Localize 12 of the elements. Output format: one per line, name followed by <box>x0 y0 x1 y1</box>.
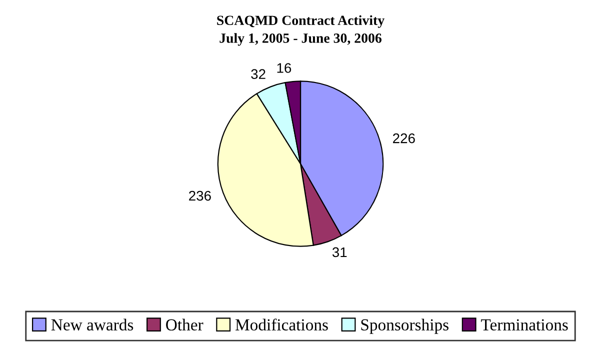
data-label: 32 <box>251 69 266 79</box>
legend-label: Other <box>166 318 204 330</box>
data-label: 226 <box>393 133 415 144</box>
chart-subtitle: July 1, 2005 - June 30, 2006 <box>220 33 382 46</box>
legend-label: Sponsorships <box>361 318 448 334</box>
legend-label: New awards <box>51 318 134 330</box>
data-label: 16 <box>277 63 292 73</box>
chart-title: SCAQMD Contract Activity <box>217 15 384 28</box>
legend-label: Modifications <box>235 318 328 330</box>
data-label: 236 <box>189 190 211 201</box>
data-label: 31 <box>332 247 347 258</box>
legend-label: Terminations <box>481 319 568 330</box>
